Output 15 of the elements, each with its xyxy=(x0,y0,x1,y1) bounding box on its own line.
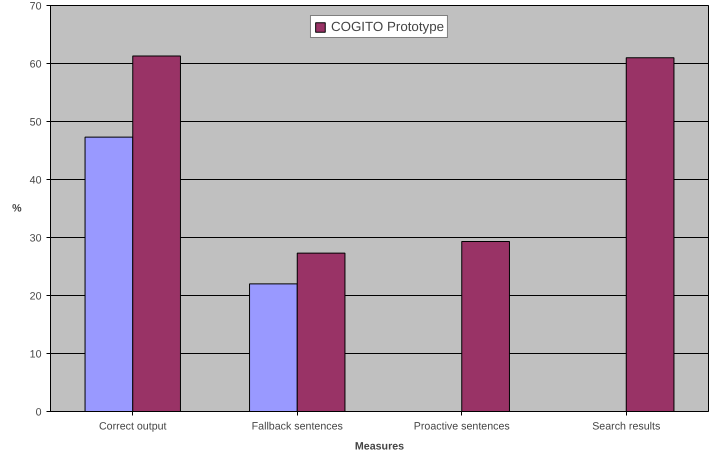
y-tick-label: 40 xyxy=(30,174,42,186)
y-tick-label: 70 xyxy=(30,0,42,12)
y-axis-title: % xyxy=(12,202,22,214)
y-tick-label: 0 xyxy=(36,406,42,418)
x-tick-label: Fallback sentences xyxy=(252,420,343,432)
y-tick-label: 20 xyxy=(30,290,42,302)
y-tick-label: 60 xyxy=(30,58,42,70)
legend-label: COGITO Prototype xyxy=(330,19,444,34)
x-axis-title: Measures xyxy=(354,440,404,452)
y-tick-label: 50 xyxy=(30,116,42,128)
x-tick-label: Correct output xyxy=(98,420,167,432)
y-tick-label: 30 xyxy=(30,232,42,244)
y-tick-label: 10 xyxy=(30,348,42,360)
x-tick-label: Search results xyxy=(592,420,660,432)
x-tick-label: Proactive sentences xyxy=(414,420,510,432)
